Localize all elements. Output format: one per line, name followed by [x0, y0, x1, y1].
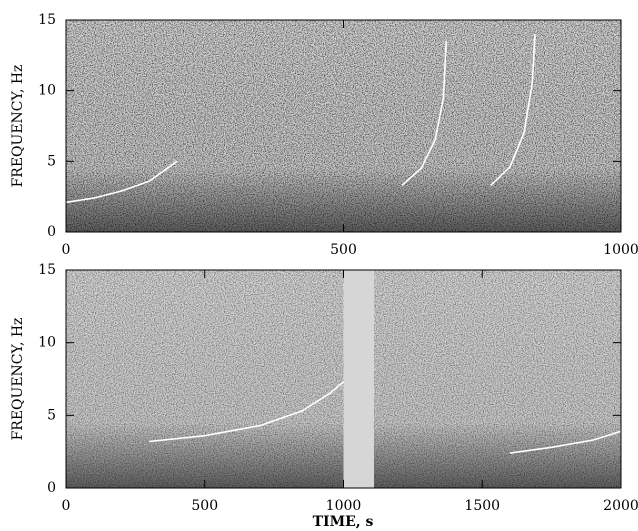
x-axis-label: TIME, s — [313, 514, 374, 530]
gap-band — [343, 270, 375, 488]
spectrogram-low — [66, 20, 621, 232]
x-tick-label: 500 — [191, 498, 218, 514]
x-tick-label: 1500 — [464, 498, 500, 514]
x-tick-label: 500 — [330, 242, 357, 258]
plot-area — [66, 270, 621, 488]
y-tick-label: 10 — [38, 83, 56, 99]
x-tick-label: 0 — [62, 242, 71, 258]
x-tick-label: 0 — [62, 498, 71, 514]
y-axis-label: FREQUENCY, Hz — [10, 65, 26, 188]
fit-curve — [66, 160, 178, 204]
y-tick-label: 15 — [38, 262, 56, 278]
fit-curve — [490, 34, 536, 186]
fit-curve — [149, 381, 345, 443]
fit-curve — [401, 41, 447, 187]
fit-curve — [509, 430, 621, 454]
y-tick-label: 15 — [38, 12, 56, 28]
y-tick-label: 0 — [47, 480, 56, 496]
y-tick-label: 10 — [38, 335, 56, 351]
y-axis-label: FREQUENCY, Hz — [10, 318, 26, 441]
x-tick-label: 2000 — [603, 498, 638, 514]
x-tick-label: 1000 — [603, 242, 638, 258]
plot-area — [66, 20, 621, 232]
x-tick-label: 1000 — [326, 498, 362, 514]
y-tick-label: 5 — [47, 407, 56, 423]
y-tick-label: 5 — [47, 153, 56, 169]
y-tick-label: 0 — [47, 224, 56, 240]
